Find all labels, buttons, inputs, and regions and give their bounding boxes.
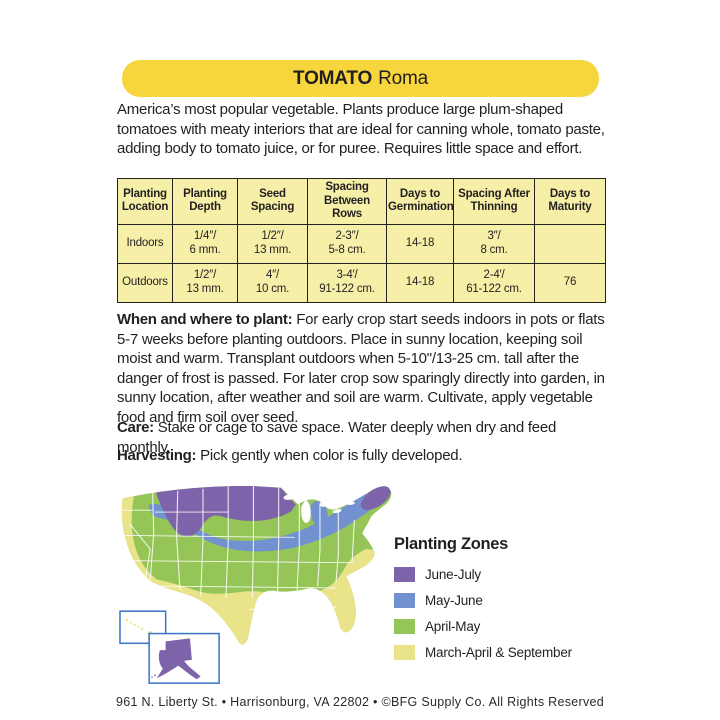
section-when-where-text: For early crop start seeds indoors in po… [117, 311, 605, 426]
table-cell: 14-18 [386, 262, 454, 303]
section-when-where: When and where to plant: For early crop … [117, 310, 609, 428]
planting-zones-map [111, 481, 404, 688]
zone-michigan [310, 501, 328, 527]
legend-label: May-June [425, 592, 483, 608]
section-harvesting-label: Harvesting: [117, 447, 197, 464]
zone-june-july-north [154, 485, 296, 537]
table-cell: 76 [534, 262, 606, 303]
zone-june-july-northeast [360, 485, 392, 510]
packet-variety: Roma [378, 67, 428, 89]
title-banner: TOMATO Roma [122, 60, 599, 97]
legend-label: April-May [425, 618, 481, 634]
us-map-graphic [119, 485, 392, 684]
alaska-inset [148, 632, 220, 684]
section-care-text: Stake or cage to save space. Water deepl… [117, 419, 557, 456]
legend-label: March-April & September [425, 644, 572, 660]
table-cell: Outdoors [117, 262, 173, 303]
packet-title: TOMATO [293, 67, 373, 89]
table-row-indoors: Indoors 1/4″/ 6 mm. 1/2″/ 13 mm. 2-3″/ 5… [117, 223, 606, 264]
table-cell [534, 223, 606, 264]
section-care: Care: Stake or cage to save space. Water… [117, 418, 609, 457]
alaska-shape [156, 638, 201, 680]
great-lakes [283, 493, 355, 523]
footer-text: 961 N. Liberty St. • Harrisonburg, VA 22… [115, 695, 605, 709]
legend-swatch-april-may [394, 618, 415, 634]
table-cell: 2-4′/ 61-122 cm. [453, 262, 535, 303]
table-cell: Indoors [117, 223, 173, 264]
table-cell: 4″/ 10 cm. [237, 262, 308, 303]
section-harvesting: Harvesting: Pick gently when color is fu… [117, 446, 609, 466]
table-cell: 3″/ 8 cm. [453, 223, 535, 264]
legend-item: May-June [394, 587, 572, 613]
table-cell: 14-18 [386, 223, 454, 264]
legend-label: June-July [425, 566, 481, 582]
legend-item: March-April & September [394, 639, 572, 665]
table-cell: 2-3″/ 5-8 cm. [307, 223, 387, 264]
map-legend: Planting Zones June-July May-June April-… [394, 535, 572, 665]
planting-table: Planting Location Planting Depth Seed Sp… [117, 178, 606, 303]
header-days-to-germination: Days to Germination [386, 178, 454, 225]
header-seed-spacing: Seed Spacing [237, 178, 308, 225]
header-days-to-maturity: Days to Maturity [534, 178, 606, 225]
table-header-row: Planting Location Planting Depth Seed Sp… [117, 178, 606, 225]
legend-swatch-may-june [394, 592, 415, 608]
table-cell: 1/4″/ 6 mm. [172, 223, 238, 264]
section-harvesting-text: Pick gently when color is fully develope… [200, 447, 463, 464]
legend-swatch-march-april-september [394, 644, 415, 660]
intro-text: America’s most popular vegetable. Plants… [117, 101, 605, 158]
table-cell: 1/2″/ 13 mm. [237, 223, 308, 264]
header-planting-location: Planting Location [117, 178, 173, 225]
legend-swatch-june-july [394, 566, 415, 582]
section-when-where-label: When and where to plant: [117, 311, 293, 328]
table-row-outdoors: Outdoors 1/2″/ 13 mm. 4″/ 10 cm. 3-4′/ 9… [117, 262, 606, 303]
table-cell: 1/2″/ 13 mm. [172, 262, 238, 303]
hawaii-inset [119, 610, 167, 645]
legend-item: April-May [394, 613, 572, 639]
section-care-label: Care: [117, 419, 154, 436]
legend-item: June-July [394, 561, 572, 587]
header-spacing-after-thinning: Spacing After Thinning [453, 178, 535, 225]
table-cell: 3-4′/ 91-122 cm. [307, 262, 387, 303]
header-planting-depth: Planting Depth [172, 178, 238, 225]
header-spacing-between-rows: Spacing Between Rows [307, 178, 387, 225]
legend-title: Planting Zones [394, 535, 509, 553]
